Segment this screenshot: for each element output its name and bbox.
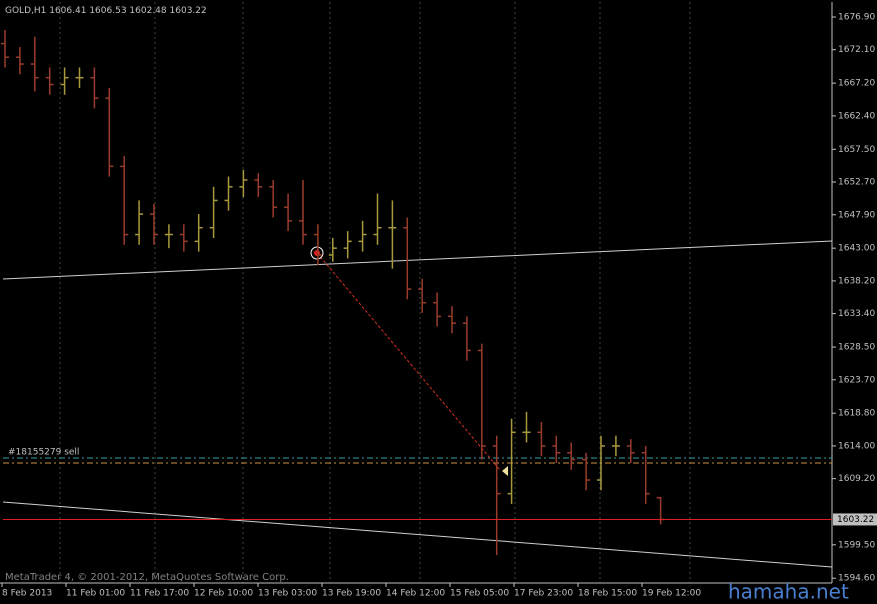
last-open: 1606.41 <box>49 6 86 16</box>
y-tick-label: 1667.20 <box>838 79 875 89</box>
y-tick-label: 1676.90 <box>838 13 875 23</box>
y-tick-label: 1628.50 <box>838 343 875 353</box>
y-tick-label: 1672.10 <box>838 45 875 55</box>
y-tick-label: 1599.50 <box>838 540 875 550</box>
order-label: #18155279 sell <box>8 448 79 458</box>
y-tick-label: 1652.70 <box>838 178 875 188</box>
y-tick-label: 1623.70 <box>838 375 875 385</box>
order-close-marker <box>502 466 508 476</box>
watermark: hamaha.net <box>728 580 849 604</box>
y-tick-label: 1657.50 <box>838 145 875 155</box>
last-low: 1602.48 <box>129 6 166 16</box>
y-tick-label: 1614.00 <box>838 441 875 451</box>
trade-line <box>316 252 501 471</box>
symbol: GOLD,H1 <box>5 6 46 16</box>
last-high: 1606.53 <box>89 6 126 16</box>
trend-line <box>2 501 833 568</box>
x-tick-label: 18 Feb 15:00 <box>578 589 637 599</box>
y-tick-label: 1643.00 <box>838 244 875 254</box>
y-tick-label: 1647.90 <box>838 210 875 220</box>
y-tick-label: 1633.40 <box>838 309 875 319</box>
x-tick-label: 11 Feb 17:00 <box>130 589 189 599</box>
x-tick-label: 8 Feb 2013 <box>2 589 52 599</box>
chart-title: GOLD,H1 1606.41 1606.53 1602.48 1603.22 <box>5 6 207 16</box>
x-tick-label: 13 Feb 19:00 <box>322 589 381 599</box>
x-tick-label: 14 Feb 12:00 <box>386 589 445 599</box>
copyright: MetaTrader 4, © 2001-2012, MetaQuotes So… <box>5 572 289 583</box>
y-tick-label: 1609.20 <box>838 474 875 484</box>
y-tick-label: 1638.20 <box>838 276 875 286</box>
trend-line <box>2 240 833 280</box>
x-tick-label: 13 Feb 03:00 <box>258 589 317 599</box>
y-tick-label: 1594.60 <box>838 574 875 584</box>
y-tick-label: 1618.80 <box>838 409 875 419</box>
y-tick-label: 1662.40 <box>838 111 875 121</box>
x-tick-label: 15 Feb 05:00 <box>450 589 509 599</box>
x-tick-label: 11 Feb 01:00 <box>66 589 125 599</box>
x-tick-label: 12 Feb 10:00 <box>194 589 253 599</box>
price-tag-label: 1603.22 <box>837 515 874 525</box>
order-open-marker <box>310 246 324 260</box>
price-tag <box>833 513 877 526</box>
vertical-grid <box>59 2 691 583</box>
last-close: 1603.22 <box>170 6 207 16</box>
x-tick-label: 19 Feb 12:00 <box>642 589 701 599</box>
x-tick-label: 17 Feb 23:00 <box>514 589 573 599</box>
